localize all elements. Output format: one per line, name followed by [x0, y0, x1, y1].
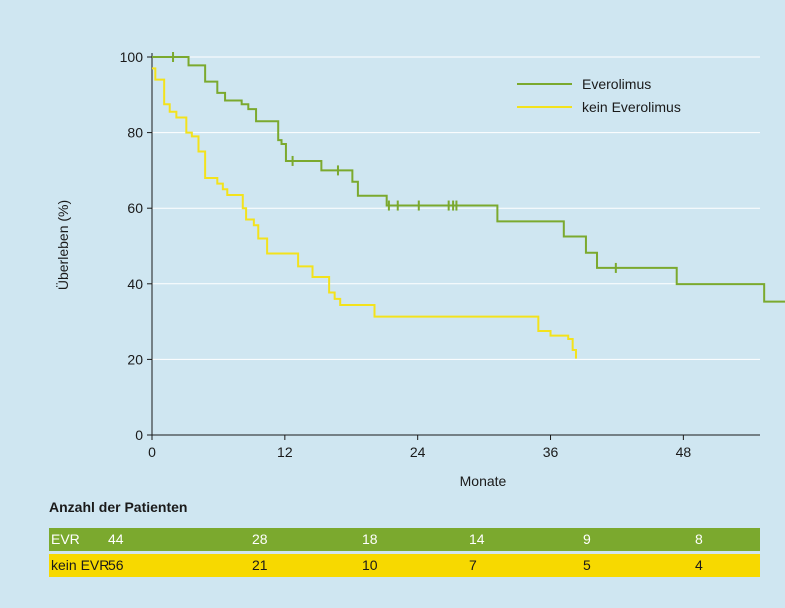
legend-label-kein-everolimus: kein Everolimus: [582, 99, 681, 115]
risk-count: 56: [108, 557, 124, 573]
risk-row-label: kein EVR: [51, 557, 110, 573]
axis-layer: 02040608010001224364860: [120, 49, 760, 460]
legend: Everolimus kein Everolimus: [517, 76, 681, 115]
x-tick-label-12: 12: [277, 444, 293, 460]
x-tick-label-36: 36: [543, 444, 559, 460]
risk-count: 4: [695, 557, 703, 573]
risk-count: 10: [362, 557, 378, 573]
risk-count: 44: [108, 531, 124, 547]
y-tick-label-60: 60: [127, 200, 143, 216]
y-tick-label-100: 100: [120, 49, 144, 65]
risk-table-title: Anzahl der Patienten: [49, 499, 188, 515]
series-layer: [152, 52, 785, 359]
risk-count: 8: [695, 531, 703, 547]
risk-count: 5: [583, 557, 591, 573]
risk-row-kein-evr: kein EVR 56 21 10 7 5 4: [49, 554, 760, 577]
y-tick-label-40: 40: [127, 276, 143, 292]
x-axis-title: Monate: [460, 473, 507, 489]
risk-count: 14: [469, 531, 485, 547]
x-tick-label-48: 48: [676, 444, 692, 460]
risk-count: 18: [362, 531, 378, 547]
risk-count: 28: [252, 531, 268, 547]
risk-count: 9: [583, 531, 591, 547]
risk-row-label: EVR: [51, 531, 80, 547]
series-line-everolimus: [152, 56, 785, 303]
series-line-kein-everolimus: [152, 67, 577, 359]
risk-row-evr: EVR 44 28 18 14 9 8: [49, 528, 760, 551]
y-tick-label-20: 20: [127, 351, 143, 367]
risk-count: 21: [252, 557, 268, 573]
x-tick-label-0: 0: [148, 444, 156, 460]
y-tick-label-80: 80: [127, 125, 143, 141]
risk-count: 7: [469, 557, 477, 573]
y-tick-label-0: 0: [135, 427, 143, 443]
y-axis-title: Überleben (%): [54, 200, 71, 290]
x-tick-label-24: 24: [410, 444, 426, 460]
legend-label-everolimus: Everolimus: [582, 76, 651, 92]
